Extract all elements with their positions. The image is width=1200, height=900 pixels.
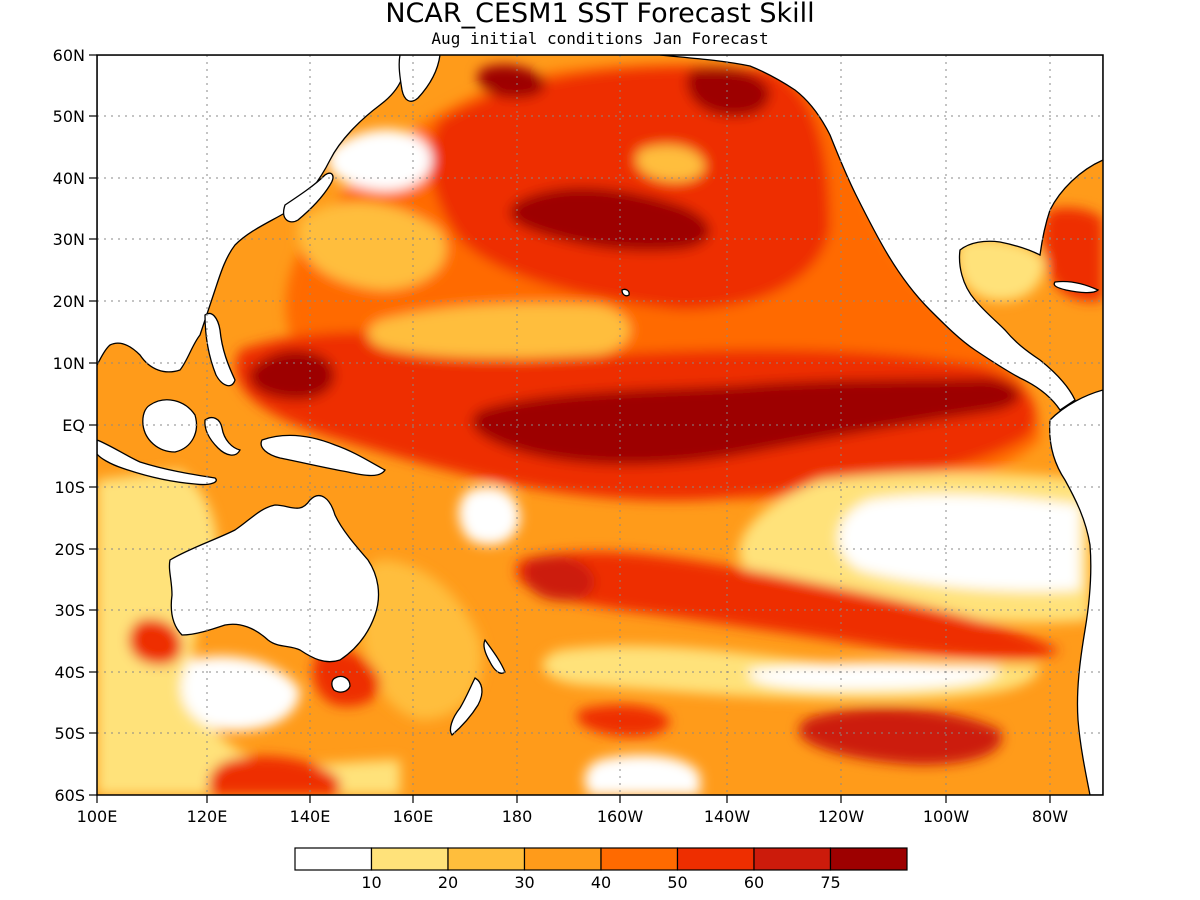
map-title: NCAR_CESM1 SST Forecast Skill (385, 0, 814, 29)
skill-region-drake-white (584, 755, 700, 795)
lon-label: 140W (704, 807, 751, 826)
lat-label: 50N (53, 107, 85, 126)
skill-region-kuroshio-20 (298, 201, 447, 290)
skill-region-north-central-75 (509, 187, 710, 252)
landmass-north-america (659, 55, 1103, 411)
colorbar-swatch (753, 847, 832, 871)
lat-label: 30S (54, 601, 85, 620)
lat-label: EQ (62, 416, 85, 435)
colorbar: 10 20 30 40 50 60 75 (294, 847, 908, 892)
colorbar-swatch (447, 847, 526, 871)
skill-region-southwest-australia-60 (128, 618, 182, 665)
lon-label: 160E (393, 807, 434, 826)
skill-region-bering-75 (477, 64, 546, 99)
lat-label: 30N (53, 230, 85, 249)
landmass-australia (168, 495, 380, 663)
landmass-kamchatka (398, 55, 441, 102)
lon-label: 120E (187, 807, 228, 826)
lon-label: 120W (818, 807, 865, 826)
landmass-borneo (142, 399, 198, 453)
lat-label: 10S (54, 478, 85, 497)
skill-region-sea-of-okhotsk-10 (327, 129, 432, 191)
landmass-sulawesi (204, 417, 241, 456)
skill-region-gulf-of-alaska-75 (686, 66, 771, 117)
skill-field (97, 55, 1103, 795)
lon-tick-labels: 100E 120E 140E 160E 180 160W 140W 120W 1… (77, 807, 1069, 826)
landmass-tasmania (331, 675, 351, 693)
lon-label: 80W (1032, 807, 1068, 826)
colorbar-label: 50 (667, 873, 687, 892)
landmass-asia (97, 55, 405, 373)
lon-label: 140E (290, 807, 331, 826)
skill-region-far-south-west-60 (208, 756, 340, 795)
skill-region-south-light-white (748, 662, 1000, 690)
colorbar-label: 10 (361, 873, 381, 892)
skill-region-southern-ocean-75 (799, 707, 1002, 765)
landmass-cuba (1053, 280, 1100, 294)
skill-region-indian-ocean-20 (97, 470, 400, 795)
coastlines (97, 55, 1103, 795)
lat-tick-labels: 60N 50N 40N 30N 20N 10N EQ 10S 20S 30S 4… (53, 46, 85, 805)
skill-region-gulf-of-mexico-20 (956, 238, 1045, 301)
skill-region-equatorial-75 (471, 378, 1020, 466)
colorbar-swatch (676, 847, 755, 871)
lat-label: 50S (54, 724, 85, 743)
skill-region-south-australia-60 (312, 648, 381, 707)
lat-label: 20S (54, 540, 85, 559)
skill-region-south-east-pacific-white (838, 494, 1080, 592)
gridlines (97, 55, 1103, 795)
skill-region-southern-band-60 (516, 551, 1060, 660)
landmass-south-america (1049, 389, 1103, 795)
lon-label: 160W (597, 807, 644, 826)
colorbar-label: 40 (591, 873, 611, 892)
skill-region-central-north-40 (636, 145, 705, 182)
colorbar-swatch (523, 847, 602, 871)
lat-tick-marks (89, 54, 97, 796)
skill-region-southern-ocean-60 (576, 704, 670, 737)
landmass-sumatra-java (97, 439, 217, 486)
skill-region-gulf-stream-60 (1043, 208, 1103, 302)
skill-region-south-indian-white (181, 656, 300, 731)
skill-region-north-pacific-60 (429, 66, 830, 310)
lon-tick-marks (96, 795, 1051, 803)
skill-region-western-warm-pool-75 (249, 350, 335, 400)
skill-region-tasman-30 (360, 560, 482, 720)
lon-label: 100W (923, 807, 970, 826)
lat-label: 60S (54, 786, 85, 805)
skill-region-south-pacific-white (458, 486, 520, 545)
landmass-new-guinea (260, 434, 386, 477)
lat-label: 40S (54, 663, 85, 682)
skill-region-south-subtropics-75 (524, 556, 595, 601)
skill-region-hawaii-band-40 (367, 303, 630, 359)
landmass-philippines (204, 312, 236, 387)
lon-label: 180 (502, 807, 533, 826)
landmass-japan (283, 172, 334, 223)
lat-label: 60N (53, 46, 85, 65)
colorbar-swatch (370, 847, 449, 871)
lat-label: 20N (53, 292, 85, 311)
landmass-hawaii (621, 288, 630, 297)
colorbar-label: 75 (820, 873, 840, 892)
landmass-new-zealand-south (449, 677, 483, 736)
colorbar-swatch (294, 847, 373, 871)
map-area (97, 55, 1103, 795)
colorbar-swatch (829, 847, 908, 871)
colorbar-swatch (600, 847, 679, 871)
map-subtitle: Aug initial conditions Jan Forecast (431, 29, 768, 48)
colorbar-label: 30 (514, 873, 534, 892)
colorbar-label: 60 (744, 873, 764, 892)
colorbar-label: 20 (438, 873, 458, 892)
lat-label: 10N (53, 354, 85, 373)
lat-label: 40N (53, 169, 85, 188)
lon-label: 100E (77, 807, 118, 826)
